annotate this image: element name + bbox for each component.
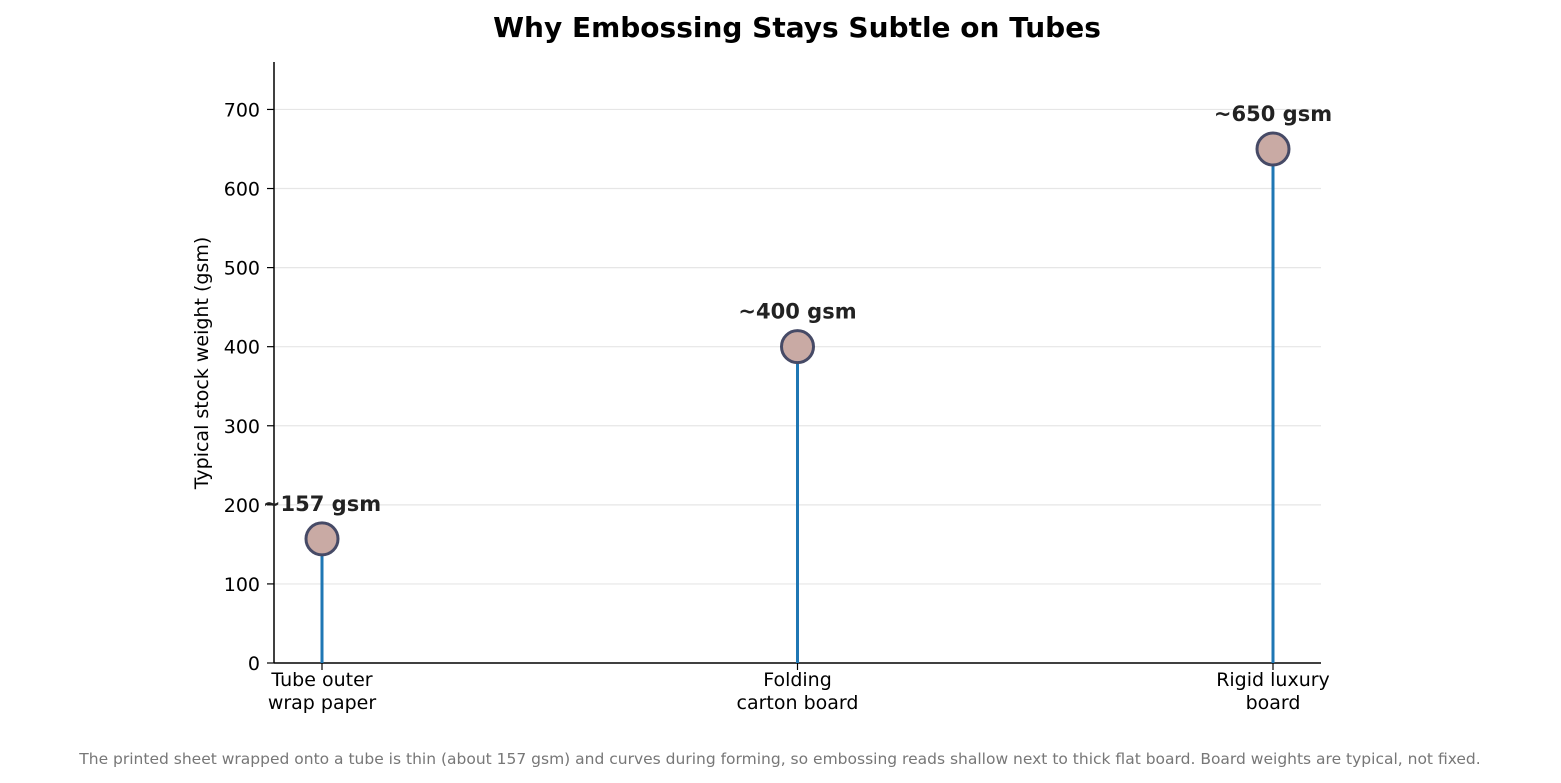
y-axis-label: Typical stock weight (gsm): [191, 237, 213, 491]
y-tick-label: 500: [224, 258, 260, 280]
y-tick-label: 700: [224, 99, 260, 121]
data-label: ~157 gsm: [263, 492, 381, 516]
axes: [267, 62, 1321, 670]
lollipop-marker: [304, 521, 340, 557]
y-tick-label: 0: [248, 653, 260, 675]
y-tick-label: 200: [224, 495, 260, 517]
data-label: ~650 gsm: [1214, 102, 1332, 126]
y-tick-label: 600: [224, 179, 260, 201]
x-tick-label: Tube outer: [270, 669, 372, 691]
lollipop-marker: [780, 329, 815, 365]
x-tick-label: Folding: [763, 669, 832, 691]
chart-caption: The printed sheet wrapped onto a tube is…: [78, 750, 1480, 768]
y-tick-label: 400: [224, 337, 260, 359]
data-label: ~400 gsm: [738, 300, 856, 324]
x-tick-label: wrap paper: [268, 692, 377, 714]
x-tick-label: carton board: [737, 692, 859, 714]
lollipop-marker: [1255, 131, 1291, 167]
x-tick-label: Rigid luxury: [1216, 669, 1330, 691]
y-tick-label: 300: [224, 416, 260, 438]
y-tick-labels: 0 100 200 300 400 500 600 700: [224, 99, 260, 675]
y-tick-label: 100: [224, 574, 260, 596]
lollipop-marks: [304, 131, 1291, 663]
x-tick-label: board: [1246, 692, 1301, 714]
data-labels: ~157 gsm ~400 gsm ~650 gsm: [263, 102, 1332, 516]
chart-title: Why Embossing Stays Subtle on Tubes: [493, 11, 1101, 44]
